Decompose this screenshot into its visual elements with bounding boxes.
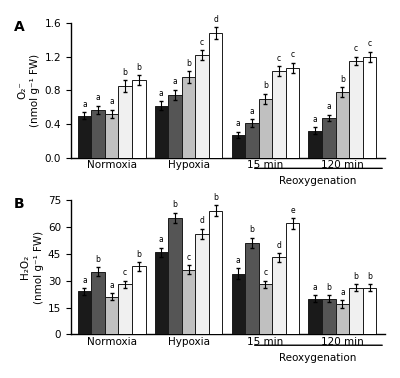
Bar xyxy=(349,288,363,335)
Text: Reoxygenation: Reoxygenation xyxy=(279,177,357,186)
Text: a: a xyxy=(313,283,318,292)
Text: d: d xyxy=(277,240,282,249)
Bar xyxy=(232,135,245,158)
Bar xyxy=(195,234,209,335)
Bar xyxy=(286,223,300,335)
Text: b: b xyxy=(123,68,128,77)
Text: b: b xyxy=(250,225,254,234)
Text: b: b xyxy=(340,75,345,84)
Text: a: a xyxy=(159,235,164,244)
Text: c: c xyxy=(186,253,190,262)
Bar xyxy=(168,218,182,335)
Y-axis label: O₂⁻
(nmol g⁻¹ FW): O₂⁻ (nmol g⁻¹ FW) xyxy=(17,54,40,127)
Bar xyxy=(245,243,259,335)
Text: a: a xyxy=(236,256,241,265)
Bar xyxy=(91,110,105,158)
Text: b: b xyxy=(172,200,177,209)
Bar xyxy=(349,61,363,158)
Bar xyxy=(336,304,349,335)
Bar xyxy=(363,288,376,335)
Text: b: b xyxy=(326,283,331,292)
Bar xyxy=(232,274,245,335)
Bar xyxy=(286,68,300,158)
Text: a: a xyxy=(109,281,114,290)
Text: c: c xyxy=(368,39,372,48)
Text: a: a xyxy=(313,115,318,124)
Text: a: a xyxy=(159,89,164,98)
Text: c: c xyxy=(277,54,281,63)
Text: b: b xyxy=(186,59,191,68)
Text: c: c xyxy=(200,38,204,47)
Bar xyxy=(105,297,118,335)
Bar xyxy=(308,299,322,335)
Text: a: a xyxy=(172,77,177,86)
Text: c: c xyxy=(354,45,358,53)
Text: b: b xyxy=(367,272,372,281)
Text: a: a xyxy=(82,100,87,109)
Bar xyxy=(78,116,91,158)
Y-axis label: H₂O₂
(nmol g⁻¹ FW): H₂O₂ (nmol g⁻¹ FW) xyxy=(20,231,44,304)
Bar xyxy=(195,55,209,158)
Bar xyxy=(259,284,272,335)
Text: a: a xyxy=(236,119,241,128)
Text: e: e xyxy=(290,206,295,215)
Text: c: c xyxy=(123,268,127,277)
Bar xyxy=(336,92,349,158)
Text: a: a xyxy=(250,107,254,116)
Bar xyxy=(245,123,259,158)
Text: c: c xyxy=(290,50,295,59)
Bar xyxy=(154,252,168,335)
Bar xyxy=(308,131,322,158)
Bar xyxy=(78,291,91,335)
Text: a: a xyxy=(340,288,345,297)
Text: a: a xyxy=(326,102,331,112)
Bar xyxy=(118,284,132,335)
Text: b: b xyxy=(136,249,141,259)
Bar xyxy=(363,57,376,158)
Bar xyxy=(209,33,222,158)
Bar xyxy=(154,105,168,158)
Text: a: a xyxy=(96,93,100,102)
Bar xyxy=(118,86,132,158)
Bar xyxy=(259,99,272,158)
Text: a: a xyxy=(109,98,114,106)
Bar xyxy=(272,71,286,158)
Text: B: B xyxy=(14,197,25,211)
Text: c: c xyxy=(264,268,268,277)
Bar xyxy=(322,299,336,335)
Text: Reoxygenation: Reoxygenation xyxy=(279,353,357,363)
Bar xyxy=(105,114,118,158)
Bar xyxy=(209,211,222,335)
Text: b: b xyxy=(263,81,268,90)
Text: A: A xyxy=(14,20,25,34)
Text: a: a xyxy=(82,276,87,285)
Bar xyxy=(132,266,146,335)
Bar xyxy=(182,270,195,335)
Text: d: d xyxy=(200,216,204,225)
Bar xyxy=(182,77,195,158)
Text: b: b xyxy=(213,193,218,202)
Text: d: d xyxy=(213,15,218,24)
Bar xyxy=(91,272,105,335)
Bar xyxy=(322,118,336,158)
Text: b: b xyxy=(136,63,141,72)
Bar xyxy=(272,257,286,335)
Bar xyxy=(132,80,146,158)
Text: b: b xyxy=(96,255,100,264)
Text: b: b xyxy=(354,272,358,281)
Bar xyxy=(168,94,182,158)
